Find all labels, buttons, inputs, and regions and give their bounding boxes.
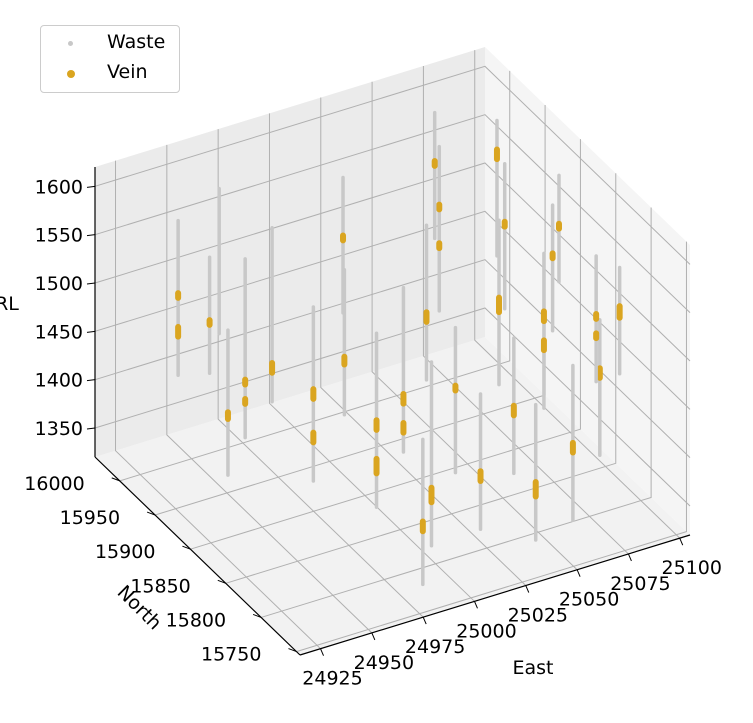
y-tick-mark: [182, 545, 191, 550]
x-gridline: [115, 160, 321, 650]
grid-lines: [94, 50, 691, 653]
z-tick-label: 1400: [35, 370, 83, 392]
legend-label-vein: Vein: [107, 61, 148, 83]
z-axis-label: RL: [0, 293, 19, 315]
x-tick-label: 25100: [662, 557, 722, 579]
axis-lines: [86, 167, 691, 656]
z-tick-label: 1600: [35, 176, 83, 198]
z-tick-mark: [86, 282, 96, 285]
x-gridline: [474, 50, 681, 539]
z-tick-label: 1500: [35, 273, 83, 295]
x-tick-label: 25050: [559, 589, 619, 611]
y-gridline: [296, 241, 687, 653]
x-gridline: [422, 65, 629, 555]
z-gridline: [94, 114, 691, 314]
y-tick-label: 16000: [24, 473, 84, 495]
legend-marker-waste: [68, 41, 73, 46]
z-tick-label: 1350: [35, 418, 83, 440]
z-tick-mark: [86, 379, 96, 382]
x-tick-mark: [371, 632, 376, 641]
z-gridline: [94, 259, 691, 459]
legend-label-waste: Waste: [107, 31, 166, 53]
x-gridline: [268, 113, 475, 602]
x-axis-label: East: [513, 657, 554, 679]
z-tick-label: 1450: [35, 321, 83, 343]
y-tick-mark: [146, 511, 156, 516]
y-tick-label: 15750: [201, 644, 261, 666]
legend-item-waste: Waste: [41, 29, 179, 59]
z-gridline: [94, 210, 691, 410]
z-tick-mark: [86, 330, 96, 333]
y-tick-label: 15850: [130, 575, 190, 597]
y-axis-line: [94, 456, 301, 656]
z-tick-mark: [86, 234, 96, 237]
z-gridline: [94, 307, 691, 507]
legend: Waste Vein: [40, 25, 180, 93]
x-tick-mark: [627, 553, 632, 562]
y-gridline: [225, 173, 617, 584]
y-tick-label: 15950: [60, 507, 120, 529]
x-tick-label: 25075: [610, 573, 670, 595]
tick-labels: 2492524950249752500025025250502507525100…: [24, 176, 722, 689]
x-tick-mark: [576, 569, 581, 577]
side-pane: [485, 47, 690, 535]
z-tick-label: 1550: [35, 225, 83, 247]
y-tick-mark: [252, 613, 262, 618]
x-axis-line: [299, 534, 691, 656]
legend-marker-vein: [67, 70, 75, 78]
z-gridline: [94, 65, 691, 265]
data-points: [175, 110, 623, 587]
y-tick-label: 15800: [166, 609, 226, 631]
y-gridline: [260, 207, 652, 618]
x-gridline: [166, 144, 373, 634]
back-pane: [95, 47, 485, 457]
x-gridline: [320, 97, 527, 586]
z-gridline: [94, 162, 691, 362]
x-tick-label: 24925: [302, 668, 362, 690]
x-tick-label: 24950: [354, 652, 414, 674]
x-tick-mark: [422, 616, 427, 625]
y-gridline: [119, 70, 511, 482]
x-tick-label: 24975: [405, 636, 465, 658]
x-tick-label: 25025: [508, 605, 568, 627]
x-tick-mark: [474, 601, 478, 609]
y-tick-mark: [288, 648, 297, 653]
y-tick-label: 15900: [95, 541, 155, 563]
x-tick-mark: [320, 648, 324, 656]
y-gridline: [190, 139, 581, 550]
x-gridline: [371, 81, 578, 571]
legend-item-vein: Vein: [41, 59, 179, 89]
x-tick-mark: [525, 585, 530, 593]
z-tick-mark: [86, 185, 96, 188]
y-tick-mark: [217, 579, 226, 584]
y-tick-mark: [111, 477, 120, 482]
x-tick-mark: [679, 537, 684, 546]
z-tick-mark: [86, 427, 96, 430]
x-tick-label: 25000: [456, 620, 516, 642]
